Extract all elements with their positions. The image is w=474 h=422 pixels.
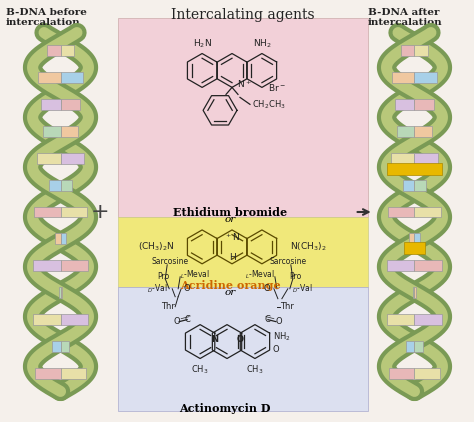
Bar <box>61 260 88 271</box>
Bar <box>392 72 414 83</box>
Bar <box>38 72 61 83</box>
Bar <box>35 368 61 379</box>
Bar <box>395 99 414 110</box>
Bar <box>414 260 442 271</box>
Text: O: O <box>183 284 190 293</box>
Text: Sarcosine: Sarcosine <box>152 257 189 266</box>
Text: O: O <box>237 335 244 344</box>
Text: Thr: Thr <box>161 302 175 311</box>
Bar <box>33 260 61 271</box>
Bar <box>118 217 368 287</box>
Bar <box>41 99 61 110</box>
Bar <box>61 99 80 110</box>
Text: Ethidium bromide: Ethidium bromide <box>173 207 287 218</box>
Bar <box>59 287 61 298</box>
Text: Sarcosine: Sarcosine <box>269 257 306 266</box>
Bar <box>61 341 69 352</box>
Text: $_L$-Meval: $_L$-Meval <box>180 268 210 281</box>
Text: $_D$-Val: $_D$-Val <box>146 282 167 295</box>
Bar <box>414 206 441 217</box>
Text: B-DNA after: B-DNA after <box>368 8 439 17</box>
Bar <box>61 72 83 83</box>
Bar <box>414 233 419 244</box>
Text: Thr: Thr <box>280 302 294 311</box>
Bar <box>406 341 414 352</box>
Bar <box>401 45 414 56</box>
Text: O: O <box>174 317 181 326</box>
Text: H$_2$N: H$_2$N <box>192 37 211 49</box>
Bar <box>414 368 440 379</box>
Text: Acridine orange: Acridine orange <box>180 280 280 291</box>
Text: Pro: Pro <box>290 272 302 281</box>
Bar <box>413 287 414 298</box>
Bar <box>414 180 427 191</box>
Text: O: O <box>273 345 280 354</box>
Bar <box>118 18 368 217</box>
Bar <box>43 126 61 137</box>
Text: $^+$N: $^+$N <box>224 231 240 243</box>
Bar <box>47 45 61 56</box>
Text: NH$_2$: NH$_2$ <box>273 330 291 343</box>
Text: CH$_3$: CH$_3$ <box>191 363 209 376</box>
Text: O: O <box>263 284 270 293</box>
Bar <box>414 99 434 110</box>
Text: +: + <box>91 202 109 222</box>
Text: or: or <box>224 215 236 224</box>
Text: B-DNA before: B-DNA before <box>6 8 87 17</box>
Text: N(CH$_3$)$_2$: N(CH$_3$)$_2$ <box>290 241 327 253</box>
Text: Intercalating agents: Intercalating agents <box>171 8 315 22</box>
Bar <box>397 126 414 137</box>
Bar <box>414 287 416 298</box>
Bar <box>61 180 73 191</box>
Bar <box>61 233 66 244</box>
Text: $_L$-Meval: $_L$-Meval <box>245 268 275 281</box>
Bar <box>409 233 414 244</box>
Text: CH$_3$: CH$_3$ <box>246 363 264 376</box>
Text: $_D$-Val: $_D$-Val <box>292 282 312 295</box>
Bar <box>61 314 88 325</box>
Bar <box>389 368 414 379</box>
Bar <box>414 153 438 164</box>
Bar <box>414 341 423 352</box>
Bar <box>404 242 425 254</box>
Bar <box>34 206 61 217</box>
Bar <box>61 368 86 379</box>
Bar <box>61 206 87 217</box>
Bar <box>33 314 61 325</box>
Bar <box>49 180 61 191</box>
Bar <box>391 153 414 164</box>
Bar <box>118 287 368 411</box>
Bar <box>388 206 414 217</box>
Text: O: O <box>275 317 282 326</box>
Bar <box>414 45 428 56</box>
Text: C: C <box>265 315 271 324</box>
Bar <box>414 126 432 137</box>
Bar <box>387 163 442 175</box>
Bar <box>61 287 62 298</box>
Bar <box>61 126 78 137</box>
Bar <box>387 314 414 325</box>
Text: NH$_2$: NH$_2$ <box>253 37 271 49</box>
Text: Br$^-$: Br$^-$ <box>268 82 286 93</box>
Text: N$^+$: N$^+$ <box>237 78 252 90</box>
Bar <box>387 260 414 271</box>
Text: H: H <box>228 253 236 262</box>
Text: or: or <box>224 288 236 297</box>
Text: (CH$_3$)$_2$N: (CH$_3$)$_2$N <box>137 241 174 253</box>
Bar <box>52 341 61 352</box>
Text: intercalation: intercalation <box>368 18 442 27</box>
Bar <box>61 153 84 164</box>
Text: Actinomycin D: Actinomycin D <box>179 403 271 414</box>
Bar <box>61 45 74 56</box>
Bar <box>414 72 437 83</box>
Text: C: C <box>184 315 190 324</box>
Text: CH$_2$CH$_3$: CH$_2$CH$_3$ <box>252 98 286 111</box>
Text: Pro: Pro <box>157 272 169 281</box>
Bar <box>55 233 61 244</box>
Bar <box>414 314 442 325</box>
Text: intercalation: intercalation <box>6 18 80 27</box>
Bar <box>402 180 414 191</box>
Text: N: N <box>211 335 219 344</box>
Bar <box>37 153 61 164</box>
